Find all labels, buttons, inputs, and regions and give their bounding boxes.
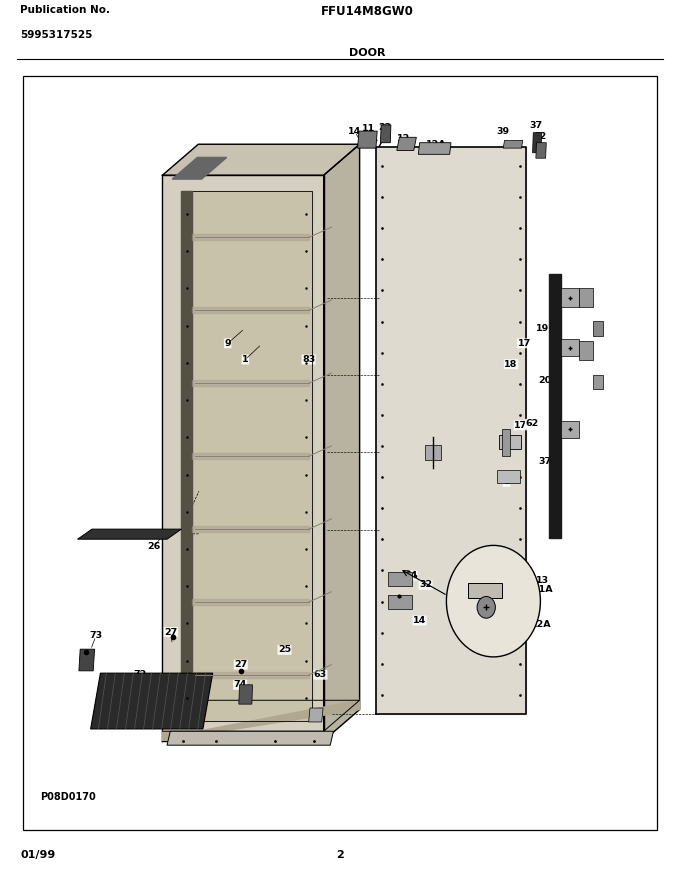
Text: 27: 27 bbox=[165, 628, 177, 637]
Text: 19: 19 bbox=[536, 324, 549, 333]
Polygon shape bbox=[163, 176, 324, 741]
Polygon shape bbox=[579, 341, 593, 360]
Text: 13: 13 bbox=[536, 576, 549, 585]
Polygon shape bbox=[388, 595, 412, 609]
Text: 5995317525: 5995317525 bbox=[20, 30, 92, 40]
Text: 63: 63 bbox=[314, 670, 327, 679]
Text: P08D0170: P08D0170 bbox=[39, 793, 95, 803]
Text: 37: 37 bbox=[529, 121, 543, 131]
Text: 26: 26 bbox=[148, 542, 160, 551]
Polygon shape bbox=[549, 274, 560, 538]
Text: 22A: 22A bbox=[530, 620, 551, 629]
Polygon shape bbox=[560, 340, 579, 356]
Polygon shape bbox=[496, 469, 520, 483]
Polygon shape bbox=[192, 452, 309, 459]
Circle shape bbox=[477, 596, 495, 618]
Polygon shape bbox=[579, 288, 593, 307]
Text: 14: 14 bbox=[348, 127, 362, 137]
Polygon shape bbox=[167, 731, 333, 745]
Polygon shape bbox=[324, 145, 360, 741]
Polygon shape bbox=[192, 380, 309, 386]
Text: 73: 73 bbox=[89, 632, 103, 640]
Polygon shape bbox=[381, 125, 391, 143]
Polygon shape bbox=[78, 529, 182, 539]
Text: 18: 18 bbox=[505, 360, 517, 369]
Text: 12A: 12A bbox=[426, 139, 446, 149]
Polygon shape bbox=[239, 684, 252, 704]
Polygon shape bbox=[163, 700, 360, 741]
Polygon shape bbox=[181, 191, 312, 721]
Text: Publication No.: Publication No. bbox=[20, 5, 110, 15]
Text: 14: 14 bbox=[413, 616, 426, 625]
Polygon shape bbox=[503, 140, 523, 148]
Polygon shape bbox=[499, 436, 522, 449]
Text: 2: 2 bbox=[336, 850, 344, 860]
Text: 27: 27 bbox=[234, 660, 248, 669]
Polygon shape bbox=[90, 673, 213, 729]
Text: 62: 62 bbox=[533, 132, 547, 141]
Polygon shape bbox=[172, 157, 226, 179]
Polygon shape bbox=[358, 131, 377, 148]
Text: 20: 20 bbox=[539, 376, 551, 385]
Text: 64: 64 bbox=[404, 571, 417, 580]
Polygon shape bbox=[192, 599, 309, 605]
Polygon shape bbox=[376, 146, 526, 714]
Polygon shape bbox=[593, 375, 603, 389]
Text: 62: 62 bbox=[525, 419, 539, 429]
Text: 11: 11 bbox=[362, 124, 375, 133]
Text: FFU14M8GW0: FFU14M8GW0 bbox=[321, 5, 413, 18]
Text: 6: 6 bbox=[428, 451, 435, 460]
Text: 2: 2 bbox=[503, 477, 510, 486]
Text: 17: 17 bbox=[514, 421, 528, 430]
Text: 22: 22 bbox=[378, 123, 392, 131]
Text: 01/99: 01/99 bbox=[20, 850, 56, 860]
Text: 5: 5 bbox=[509, 439, 515, 448]
Polygon shape bbox=[192, 671, 309, 677]
Polygon shape bbox=[163, 145, 360, 176]
Polygon shape bbox=[536, 143, 546, 158]
Circle shape bbox=[446, 545, 541, 657]
Text: 83: 83 bbox=[302, 355, 316, 364]
Polygon shape bbox=[468, 583, 502, 598]
Text: 39: 39 bbox=[496, 127, 510, 137]
Polygon shape bbox=[532, 132, 542, 153]
Polygon shape bbox=[192, 526, 309, 532]
Text: 17: 17 bbox=[517, 339, 530, 348]
Polygon shape bbox=[593, 321, 603, 336]
Text: 37A: 37A bbox=[539, 457, 559, 467]
Polygon shape bbox=[560, 421, 579, 437]
Text: 21A: 21A bbox=[532, 585, 553, 594]
Text: 1: 1 bbox=[242, 355, 249, 364]
Text: 72: 72 bbox=[133, 670, 146, 679]
Polygon shape bbox=[560, 288, 579, 307]
Text: 74: 74 bbox=[233, 680, 247, 690]
Polygon shape bbox=[397, 138, 416, 151]
Polygon shape bbox=[309, 708, 323, 722]
Text: 9: 9 bbox=[224, 339, 231, 348]
Polygon shape bbox=[192, 307, 309, 313]
Polygon shape bbox=[79, 649, 95, 671]
Text: 25: 25 bbox=[278, 646, 291, 654]
Polygon shape bbox=[425, 445, 441, 460]
Text: 12: 12 bbox=[396, 133, 410, 143]
Polygon shape bbox=[192, 234, 309, 240]
Text: DOOR: DOOR bbox=[349, 49, 386, 58]
Polygon shape bbox=[418, 143, 451, 154]
Polygon shape bbox=[181, 191, 192, 721]
Polygon shape bbox=[502, 430, 510, 456]
Polygon shape bbox=[388, 572, 412, 586]
Text: 32: 32 bbox=[419, 580, 432, 589]
